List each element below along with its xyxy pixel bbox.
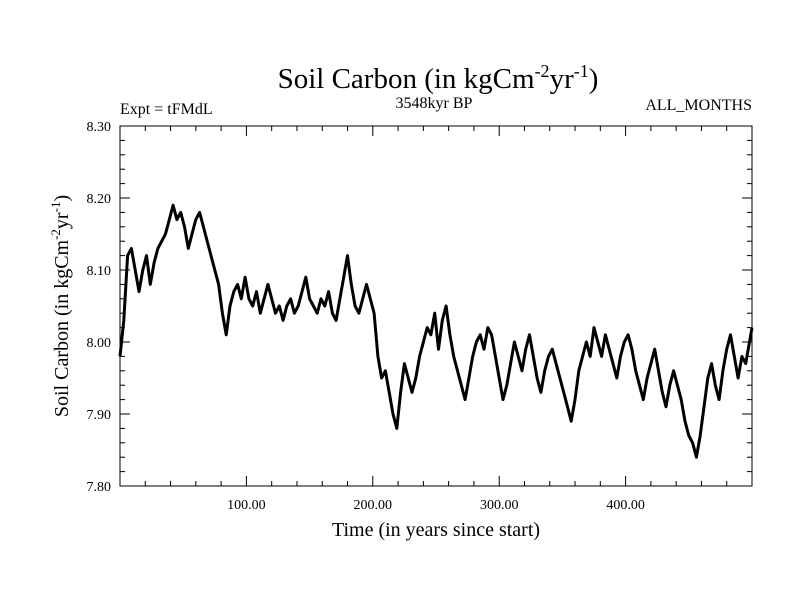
y-axis-ticks: 7.80 7.90 8.00 8.10 8.20 8.30 — [87, 120, 752, 495]
chart-title-mid: yr — [550, 63, 575, 95]
y-tick-label: 7.90 — [87, 408, 112, 423]
chart-title-end: ) — [589, 63, 599, 95]
series-line — [118, 203, 754, 459]
subtitle-left: Expt = tFMdL — [120, 101, 213, 118]
subtitle-right: ALL_MONTHS — [645, 97, 752, 114]
y-tick-label: 8.30 — [87, 120, 112, 135]
y-tick-label: 7.80 — [87, 480, 112, 495]
x-tick-label: 200.00 — [354, 498, 393, 513]
chart-title-sup1: -2 — [535, 61, 550, 81]
x-tick-label: 300.00 — [480, 498, 519, 513]
x-axis-label: Time (in years since start) — [332, 519, 540, 541]
subtitle-center: 3548kyr BP — [396, 95, 473, 112]
chart-title-main: Soil Carbon (in kgCm — [278, 63, 535, 95]
x-axis-ticks: 100.00 200.00 300.00 400.00 — [144, 126, 728, 513]
y-axis-label-sup2: -1 — [48, 202, 63, 213]
x-tick-label: 400.00 — [606, 498, 645, 513]
y-tick-label: 8.10 — [87, 264, 112, 279]
y-axis-label-mid: yr — [51, 212, 73, 229]
y-axis-label: Soil Carbon (in kgCm-2yr-1) — [48, 195, 73, 417]
y-axis-label-main: Soil Carbon (in kgCm — [51, 239, 73, 417]
x-tick-label: 100.00 — [227, 498, 266, 513]
y-tick-label: 8.00 — [87, 336, 112, 351]
y-axis-label-end: ) — [51, 195, 73, 202]
y-axis-label-sup1: -2 — [48, 229, 63, 240]
plot-frame — [119, 125, 753, 487]
chart-title-sup2: -1 — [574, 61, 589, 81]
chart-title: Soil Carbon (in kgCm-2yr-1) — [278, 61, 599, 95]
y-tick-label: 8.20 — [87, 192, 112, 207]
